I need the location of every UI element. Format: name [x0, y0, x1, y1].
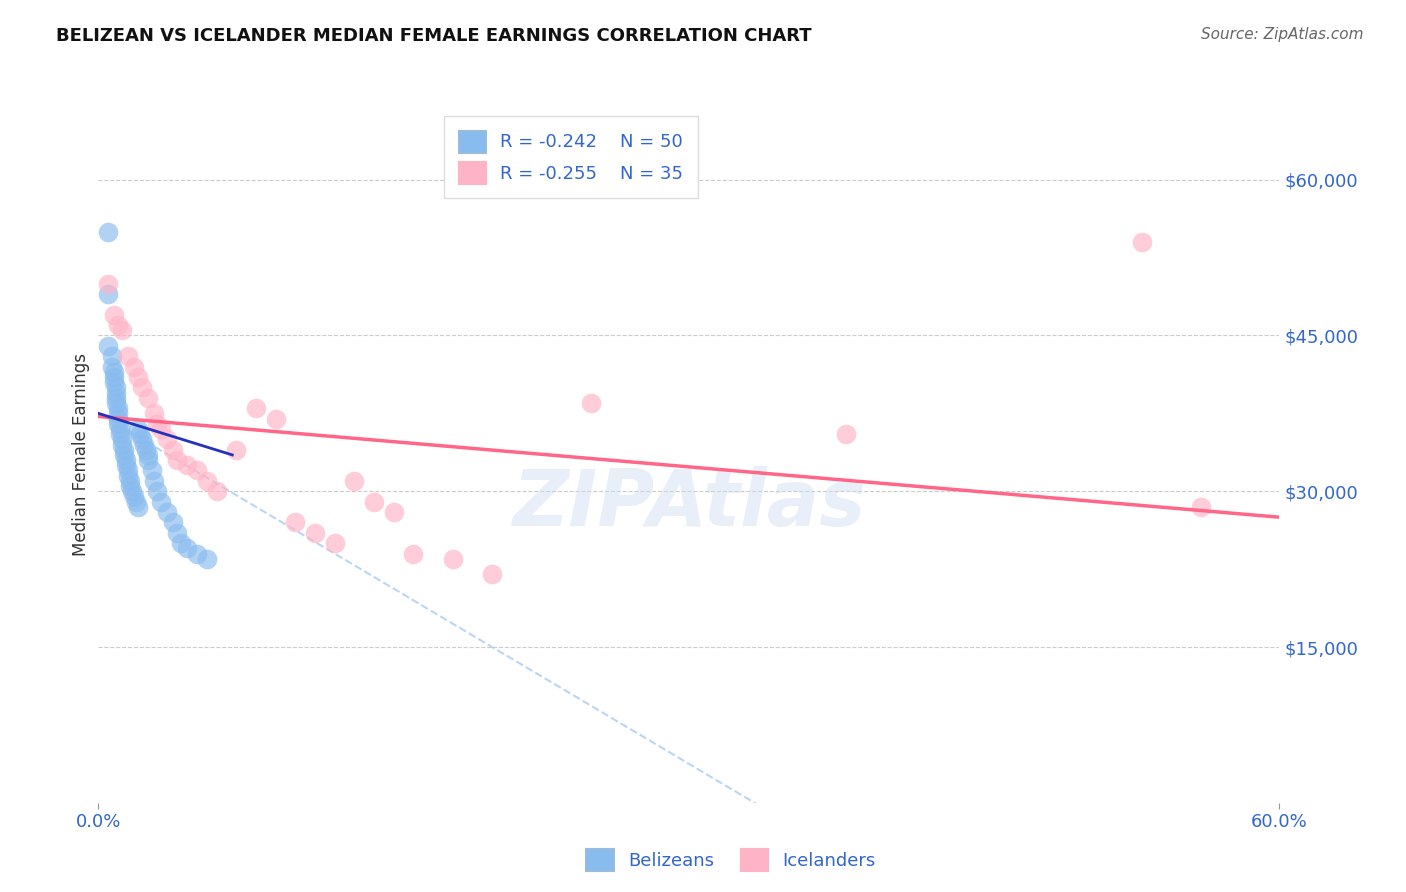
Point	[111, 437, 134, 451]
Point	[107, 318, 129, 332]
Point	[323, 536, 346, 550]
Point	[105, 391, 128, 405]
Point	[195, 551, 218, 566]
Point	[205, 484, 228, 499]
Point	[107, 411, 129, 425]
Point	[156, 433, 179, 447]
Legend: Belizeans, Icelanders: Belizeans, Icelanders	[579, 842, 883, 879]
Point	[122, 490, 145, 504]
Point	[835, 427, 858, 442]
Point	[128, 427, 150, 442]
Point	[101, 349, 124, 363]
Point	[107, 401, 129, 416]
Point	[97, 277, 120, 291]
Text: BELIZEAN VS ICELANDER MEDIAN FEMALE EARNINGS CORRELATION CHART: BELIZEAN VS ICELANDER MEDIAN FEMALE EARN…	[56, 27, 811, 45]
Point	[111, 433, 134, 447]
Point	[101, 359, 124, 374]
Text: Source: ZipAtlas.com: Source: ZipAtlas.com	[1201, 27, 1364, 42]
Point	[103, 370, 125, 384]
Point	[117, 463, 139, 477]
Point	[112, 448, 135, 462]
Point	[176, 458, 198, 473]
Point	[382, 505, 405, 519]
Point	[245, 401, 267, 416]
Point	[132, 437, 155, 451]
Point	[363, 494, 385, 508]
Point	[170, 536, 193, 550]
Point	[127, 422, 149, 436]
Point	[136, 448, 159, 462]
Point	[105, 380, 128, 394]
Point	[186, 463, 208, 477]
Point	[127, 500, 149, 514]
Point	[108, 422, 131, 436]
Point	[121, 484, 143, 499]
Point	[131, 433, 153, 447]
Point	[162, 516, 184, 530]
Point	[146, 484, 169, 499]
Point	[97, 339, 120, 353]
Point	[136, 453, 159, 467]
Point	[103, 376, 125, 390]
Point	[122, 359, 145, 374]
Point	[103, 365, 125, 379]
Point	[112, 442, 135, 457]
Point	[141, 463, 163, 477]
Point	[111, 323, 134, 337]
Point	[97, 225, 120, 239]
Point	[118, 479, 141, 493]
Point	[579, 396, 602, 410]
Point	[115, 453, 138, 467]
Y-axis label: Median Female Earnings: Median Female Earnings	[72, 353, 90, 557]
Point	[441, 551, 464, 566]
Point	[118, 474, 141, 488]
Point	[225, 442, 247, 457]
Point	[107, 417, 129, 431]
Point	[131, 380, 153, 394]
Point	[115, 458, 138, 473]
Point	[105, 385, 128, 400]
Legend: R = -0.242    N = 50, R = -0.255    N = 35: R = -0.242 N = 50, R = -0.255 N = 35	[444, 116, 697, 198]
Point	[186, 547, 208, 561]
Point	[127, 370, 149, 384]
Point	[108, 427, 131, 442]
Text: ZIPAtlas: ZIPAtlas	[512, 466, 866, 541]
Point	[481, 567, 503, 582]
Point	[142, 406, 165, 420]
Point	[97, 287, 120, 301]
Point	[156, 505, 179, 519]
Point	[117, 349, 139, 363]
Point	[105, 396, 128, 410]
Point	[142, 474, 165, 488]
Point	[1130, 235, 1153, 249]
Point	[166, 525, 188, 540]
Point	[284, 516, 307, 530]
Point	[146, 417, 169, 431]
Point	[264, 411, 287, 425]
Point	[135, 442, 157, 457]
Point	[136, 391, 159, 405]
Point	[107, 406, 129, 420]
Point	[304, 525, 326, 540]
Point	[166, 453, 188, 467]
Point	[162, 442, 184, 457]
Point	[195, 474, 218, 488]
Point	[402, 547, 425, 561]
Point	[343, 474, 366, 488]
Point	[103, 308, 125, 322]
Point	[150, 422, 173, 436]
Point	[117, 468, 139, 483]
Point	[150, 494, 173, 508]
Point	[125, 494, 148, 508]
Point	[176, 541, 198, 556]
Point	[1189, 500, 1212, 514]
